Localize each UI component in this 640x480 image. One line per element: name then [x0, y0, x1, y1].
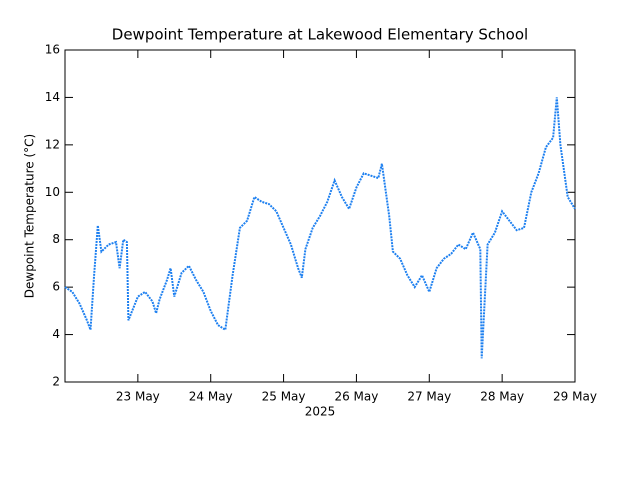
- x-tick-label: 27 May: [407, 390, 451, 404]
- y-tick-label: 10: [45, 185, 60, 199]
- x-tick-label: 24 May: [189, 390, 233, 404]
- x-tick-label: 23 May: [116, 390, 160, 404]
- y-axis-label: Dewpoint Temperature (°C): [23, 134, 37, 298]
- plot-frame: [64, 49, 576, 383]
- y-tick-label: 12: [45, 137, 60, 151]
- y-tick-label: 4: [52, 327, 60, 341]
- x-tick-label: 29 May: [553, 390, 597, 404]
- y-tick-label: 2: [52, 375, 60, 389]
- y-tick-label: 14: [45, 90, 60, 104]
- x-axis-label: 2025: [305, 405, 336, 419]
- x-tick-label: 26 May: [334, 390, 378, 404]
- x-tick-label: 28 May: [480, 390, 524, 404]
- data-line: [64, 97, 576, 359]
- y-tick-label: 6: [52, 280, 60, 294]
- y-tick-label: 8: [52, 232, 60, 246]
- x-tick-label: 25 May: [262, 390, 306, 404]
- chart-title: Dewpoint Temperature at Lakewood Element…: [112, 26, 528, 44]
- y-tick-label: 16: [45, 43, 60, 57]
